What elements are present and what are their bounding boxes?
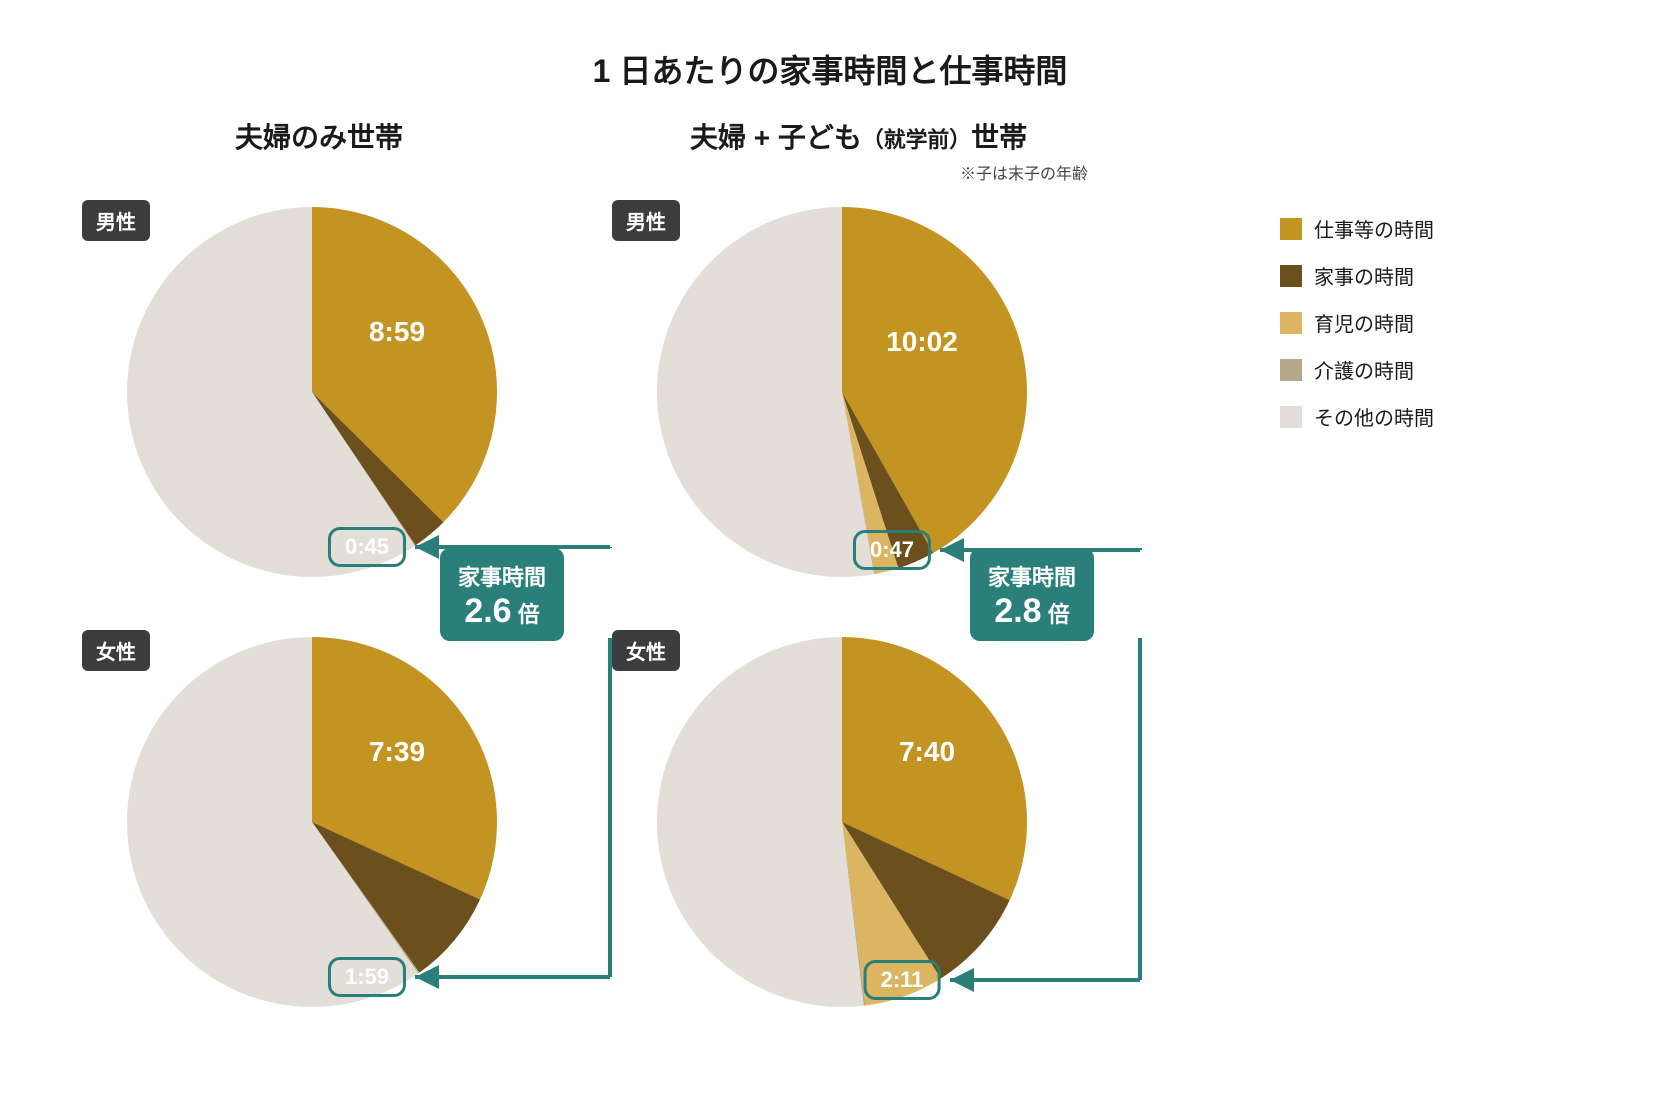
value-label-work-female-col1: 7:40 — [899, 736, 955, 768]
legend-swatch-care — [1280, 359, 1302, 381]
pie-male-col1 — [657, 207, 1027, 577]
pie-slice-other — [657, 207, 874, 577]
legend-label-care: 介護の時間 — [1314, 355, 1414, 384]
ratio-line1: 家事時間 — [988, 560, 1076, 592]
legend-item-care: 介護の時間 — [1280, 355, 1434, 384]
legend-label-other: その他の時間 — [1314, 402, 1434, 431]
legend-swatch-housework — [1280, 265, 1302, 287]
value-label-work-male-col0: 8:59 — [369, 316, 425, 348]
legend-label-childcare: 育児の時間 — [1314, 308, 1414, 337]
legend-item-childcare: 育児の時間 — [1280, 308, 1434, 337]
pie-female-col1 — [657, 637, 1027, 1007]
callout-housework-male-col0: 0:45 — [328, 527, 406, 567]
callout-housework-female-col1: 2:11 — [864, 960, 941, 1000]
callout-housework-female-col0: 1:59 — [328, 957, 406, 997]
pie-male-col0 — [127, 207, 497, 577]
legend-item-other: その他の時間 — [1280, 402, 1434, 431]
pie-female-col0 — [127, 637, 497, 1007]
callout-housework-male-col1: 0:47 — [853, 530, 931, 570]
legend-item-work: 仕事等の時間 — [1280, 214, 1434, 243]
pie-slice-other — [657, 637, 864, 1007]
column-title-couple-only: 夫婦のみ世帯 — [235, 116, 403, 156]
legend-swatch-childcare — [1280, 312, 1302, 334]
value-label-work-male-col1: 10:02 — [886, 326, 958, 358]
column-title-couple-children: 夫婦 + 子ども（就学前）世帯 — [690, 116, 1027, 156]
ratio-box-col0: 家事時間2.6 倍 — [440, 548, 564, 641]
ratio-line2: 2.6 倍 — [458, 592, 546, 631]
legend: 仕事等の時間家事の時間育児の時間介護の時間その他の時間 — [1280, 214, 1434, 449]
page-title: 1 日あたりの家事時間と仕事時間 — [0, 46, 1660, 92]
legend-label-work: 仕事等の時間 — [1314, 214, 1434, 243]
legend-swatch-work — [1280, 218, 1302, 240]
ratio-line1: 家事時間 — [458, 560, 546, 592]
value-label-work-female-col0: 7:39 — [369, 736, 425, 768]
legend-item-housework: 家事の時間 — [1280, 261, 1434, 290]
footnote: ※子は末子の年齢 — [960, 160, 1088, 184]
legend-swatch-other — [1280, 406, 1302, 428]
legend-label-housework: 家事の時間 — [1314, 261, 1414, 290]
ratio-box-col1: 家事時間2.8 倍 — [970, 548, 1094, 641]
ratio-line2: 2.8 倍 — [988, 592, 1076, 631]
